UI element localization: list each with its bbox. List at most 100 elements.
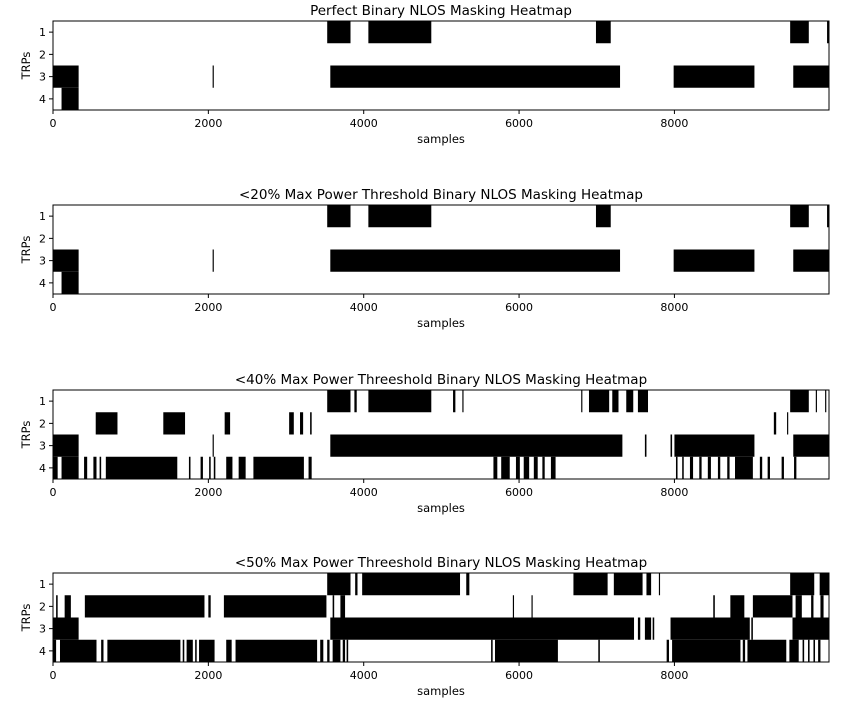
y-tick-label: 3 — [39, 623, 46, 636]
mask-cell-row1-10 — [790, 390, 809, 413]
mask-cell-row4-15 — [491, 639, 493, 662]
mask-cell-row2-5 — [310, 412, 312, 435]
mask-cell-row4-6 — [195, 639, 197, 662]
mask-cell-row4-14 — [493, 456, 498, 479]
mask-cell-row3-5 — [674, 434, 755, 457]
y-tick-label: 1 — [39, 210, 46, 223]
x-tick-label: 8000 — [660, 486, 688, 499]
y-tick-label: 1 — [39, 26, 46, 39]
mask-cell-row3-3 — [644, 434, 647, 457]
mask-cell-row2-10 — [730, 595, 745, 618]
x-tick-label: 4000 — [350, 301, 378, 314]
mask-cell-row4-8 — [226, 639, 232, 662]
mask-cell-row4-4 — [182, 639, 185, 662]
mask-cell-row4-14 — [346, 639, 349, 662]
mask-cell-row4-17 — [598, 639, 600, 662]
heatmap-panel-2: <20% Max Power Threshold Binary NLOS Mas… — [19, 187, 830, 330]
mask-cell-row4-1 — [59, 639, 97, 662]
mask-cell-row1-8 — [790, 573, 815, 596]
mask-cell-row1-1 — [354, 390, 357, 413]
mask-cell-row1-0 — [327, 205, 351, 228]
y-tick-label: 3 — [39, 71, 46, 84]
mask-cell-row3-2 — [330, 249, 621, 272]
mask-cell-row4-0 — [61, 271, 79, 294]
mask-cell-row4-23 — [689, 456, 694, 479]
mask-cell-row4-30 — [767, 456, 770, 479]
mask-cell-row2-0 — [56, 595, 58, 618]
mask-cell-row1-11 — [815, 390, 817, 413]
y-tick-label: 1 — [39, 578, 46, 591]
x-tick-label: 4000 — [350, 486, 378, 499]
y-tick-label: 4 — [39, 462, 46, 475]
mask-cell-row4-12 — [253, 456, 304, 479]
mask-cell-row1-8 — [626, 390, 634, 413]
mask-cell-row4-24 — [808, 639, 810, 662]
mask-cell-row4-13 — [308, 456, 312, 479]
mask-cell-row2-2 — [224, 412, 231, 435]
mask-cell-row4-27 — [727, 456, 730, 479]
mask-cell-row4-11 — [238, 456, 246, 479]
mask-cell-row3-5 — [670, 617, 750, 640]
mask-cell-row1-4 — [573, 573, 608, 596]
mask-cell-row4-23 — [802, 639, 805, 662]
mask-cell-row3-2 — [330, 434, 623, 457]
mask-cell-row4-32 — [794, 456, 797, 479]
mask-cell-row2-2 — [84, 595, 205, 618]
mask-cell-row4-20 — [550, 456, 556, 479]
panel-title: <50% Max Power Threeshold Binary NLOS Ma… — [235, 555, 647, 571]
x-tick-label: 0 — [50, 669, 57, 682]
x-tick-label: 0 — [50, 301, 57, 314]
mask-cell-row4-25 — [707, 456, 711, 479]
mask-cell-row4-28 — [735, 456, 753, 479]
axes-frame — [52, 204, 830, 295]
mask-cell-row4-24 — [699, 456, 702, 479]
mask-cell-row4-17 — [523, 456, 530, 479]
mask-cell-row4-0 — [53, 456, 58, 479]
mask-cell-row4-15 — [501, 456, 510, 479]
mask-cell-row2-7 — [787, 412, 789, 435]
mask-cell-row1-5 — [581, 390, 583, 413]
mask-cell-row4-4 — [99, 456, 102, 479]
mask-cell-row3-0 — [53, 65, 79, 88]
mask-cell-row3-6 — [751, 617, 753, 640]
mask-cell-row4-8 — [209, 456, 211, 479]
mask-cell-row2-8 — [531, 595, 533, 618]
mask-cell-row2-1 — [163, 412, 186, 435]
mask-cell-row4-2 — [101, 639, 104, 662]
mask-cell-row1-3 — [466, 573, 470, 596]
mask-cell-row4-9 — [235, 639, 318, 662]
axes-frame — [52, 389, 830, 480]
mask-cell-row2-3 — [289, 412, 294, 435]
mask-cell-row4-12 — [332, 639, 341, 662]
panel-title: <40% Max Power Threeshold Binary NLOS Ma… — [235, 372, 647, 388]
x-tick-label: 8000 — [660, 117, 688, 130]
y-tick-label: 2 — [39, 232, 46, 245]
x-tick-label: 6000 — [505, 486, 533, 499]
mask-cell-row4-7 — [200, 456, 203, 479]
mask-cell-row3-3 — [673, 249, 755, 272]
mask-cell-row3-4 — [793, 249, 829, 272]
mask-cell-row4-22 — [789, 639, 799, 662]
mask-cell-row3-0 — [53, 434, 79, 457]
mask-cell-row1-0 — [327, 573, 351, 596]
mask-cell-row1-1 — [368, 21, 432, 44]
y-axis-label: TRPs — [19, 604, 33, 633]
mask-cell-row4-31 — [781, 456, 784, 479]
mask-cell-row3-0 — [53, 617, 79, 640]
mask-cell-row2-14 — [820, 595, 824, 618]
x-tick-label: 2000 — [194, 669, 222, 682]
mask-cell-row4-5 — [186, 639, 193, 662]
mask-cell-row2-0 — [95, 412, 118, 435]
x-tick-label: 8000 — [660, 301, 688, 314]
mask-cell-row2-6 — [340, 595, 346, 618]
y-tick-label: 3 — [39, 440, 46, 453]
mask-cell-row1-2 — [595, 205, 611, 228]
x-axis-label: samples — [417, 501, 465, 515]
mask-cell-row4-6 — [188, 456, 191, 479]
x-axis-label: samples — [417, 684, 465, 698]
heatmap-panel-4: <50% Max Power Threeshold Binary NLOS Ma… — [19, 555, 830, 698]
y-axis-label: TRPs — [19, 52, 33, 81]
mask-cell-row4-3 — [93, 456, 97, 479]
y-tick-label: 4 — [39, 645, 46, 658]
x-tick-label: 2000 — [194, 117, 222, 130]
